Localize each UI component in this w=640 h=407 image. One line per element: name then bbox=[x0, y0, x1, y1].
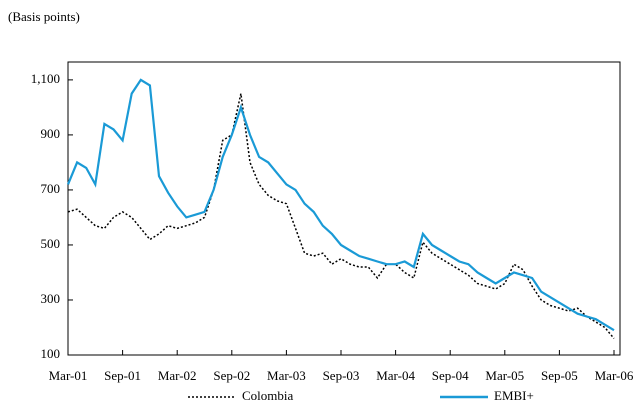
series-line bbox=[67, 93, 615, 339]
x-tick-label: Sep-02 bbox=[213, 368, 250, 383]
y-tick-label: 500 bbox=[41, 236, 61, 251]
plot-frame bbox=[67, 61, 621, 356]
x-tick-label: Mar-02 bbox=[158, 368, 197, 383]
y-axis-label: (Basis points) bbox=[8, 9, 80, 24]
x-tick-label: Sep-05 bbox=[541, 368, 578, 383]
x-tick-label: Mar-04 bbox=[376, 368, 415, 383]
x-tick-label: Mar-05 bbox=[485, 368, 524, 383]
x-tick-label: Mar-03 bbox=[267, 368, 306, 383]
y-tick-label: 900 bbox=[41, 126, 61, 141]
legend-label: Colombia bbox=[242, 388, 294, 403]
legend-label: EMBI+ bbox=[494, 388, 534, 403]
y-tick-label: 100 bbox=[41, 346, 61, 361]
x-tick-label: Mar-06 bbox=[595, 368, 634, 383]
y-tick-label: 300 bbox=[41, 291, 61, 306]
x-tick-label: Sep-01 bbox=[104, 368, 141, 383]
y-tick-label: 1,100 bbox=[31, 71, 60, 86]
y-tick-label: 700 bbox=[41, 181, 61, 196]
x-tick-label: Mar-01 bbox=[49, 368, 88, 383]
series-line bbox=[66, 78, 615, 332]
x-tick-label: Sep-03 bbox=[323, 368, 360, 383]
x-tick-label: Sep-04 bbox=[432, 368, 469, 383]
